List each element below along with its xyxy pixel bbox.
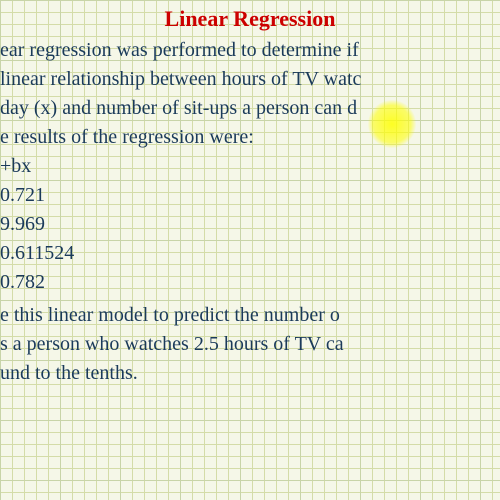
- paragraph-line: day (x) and number of sit-ups a person c…: [0, 94, 500, 123]
- equation-line: 0.782: [0, 268, 500, 297]
- question-line: e this linear model to predict the numbe…: [0, 301, 500, 330]
- question-line: und to the tenths.: [0, 359, 500, 388]
- equation-line: 9.969: [0, 210, 500, 239]
- slide-content: Linear Regression ear regression was per…: [0, 0, 500, 500]
- equation-line: 0.721: [0, 181, 500, 210]
- page-title: Linear Regression: [0, 6, 500, 32]
- equation-line: +bx: [0, 152, 500, 181]
- paragraph-line: e results of the regression were:: [0, 123, 500, 152]
- equation-line: 0.611524: [0, 239, 500, 268]
- paragraph-line: linear relationship between hours of TV …: [0, 65, 500, 94]
- paragraph-line: ear regression was performed to determin…: [0, 36, 500, 65]
- body-text: ear regression was performed to determin…: [0, 36, 500, 388]
- question-line: s a person who watches 2.5 hours of TV c…: [0, 330, 500, 359]
